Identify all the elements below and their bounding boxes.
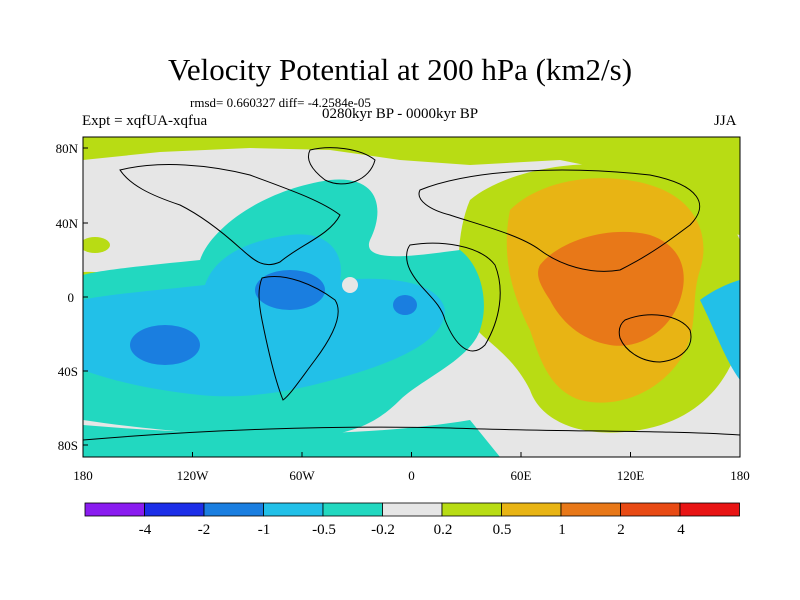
colorbar-box xyxy=(560,502,621,517)
contour-field xyxy=(83,137,740,457)
colorbar-box xyxy=(441,502,502,517)
colorbar-label: -4 xyxy=(139,522,152,538)
colorbar-label: 2 xyxy=(617,522,625,538)
coast-greenland xyxy=(307,147,376,185)
colorbar-box xyxy=(263,502,324,517)
map-title: Velocity Potential at 200 hPa (km2/s) xyxy=(167,52,633,87)
colorbar xyxy=(84,502,740,517)
lon-tick-label: 180 xyxy=(730,468,750,483)
lat-tick-label: 0 xyxy=(68,290,75,305)
lat-tick-label: 80S xyxy=(58,438,78,453)
colorbar-label: -2 xyxy=(198,522,211,538)
coast-africa xyxy=(406,242,501,352)
field-west-positive xyxy=(83,237,110,253)
coastlines xyxy=(83,147,740,441)
lon-tick-label: 0 xyxy=(408,468,415,483)
lon-tick-label: 60E xyxy=(511,468,532,483)
colorbar-label: -0.5 xyxy=(312,522,336,538)
longitude-axis: 180 120W 60W 0 60E 120E 180 xyxy=(73,452,750,483)
colorbar-labels: -4 -2 -1 -0.5 -0.2 0.2 0.5 1 2 4 xyxy=(139,522,686,538)
period-label: 0280kyr BP - 0000kyr BP xyxy=(322,106,479,122)
lat-tick-label: 80N xyxy=(56,141,79,156)
lon-tick-label: 120W xyxy=(177,468,210,483)
colorbar-label: 1 xyxy=(558,522,566,538)
field-atlantic-neutral xyxy=(342,277,358,293)
lat-tick-label: 40N xyxy=(56,216,79,231)
colorbar-box xyxy=(501,502,562,517)
latitude-axis: 80N 40N 0 40S 80S xyxy=(56,141,88,453)
colorbar-label: 0.2 xyxy=(434,522,453,538)
colorbar-label: 4 xyxy=(677,522,685,538)
experiment-label: Expt = xqfUA-xqfua xyxy=(82,113,208,129)
lon-tick-label: 180 xyxy=(73,468,93,483)
coast-eurasia xyxy=(418,169,700,272)
coast-south-america xyxy=(258,276,339,401)
field-north-positive xyxy=(83,137,740,235)
coast-antarctica xyxy=(83,426,740,441)
colorbar-label: 0.5 xyxy=(493,522,512,538)
colorbar-box xyxy=(203,502,264,517)
field-east-edge-negative xyxy=(700,280,740,380)
season-label: JJA xyxy=(714,113,737,129)
colorbar-box xyxy=(382,502,443,517)
coast-australia xyxy=(618,314,692,363)
lon-tick-label: 60W xyxy=(289,468,315,483)
stats-label: rmsd= 0.660327 diff= -4.2584e-05 xyxy=(190,95,371,110)
field-atlantic-strong xyxy=(393,295,417,315)
colorbar-label: -0.2 xyxy=(371,522,395,538)
field-east-strong xyxy=(538,231,684,346)
field-pacific-strong xyxy=(130,325,200,365)
colorbar-box xyxy=(322,502,383,517)
lat-tick-label: 40S xyxy=(58,364,78,379)
colorbar-box xyxy=(679,502,740,517)
coast-north-america xyxy=(119,164,341,266)
lon-tick-label: 120E xyxy=(617,468,645,483)
colorbar-label: -1 xyxy=(258,522,271,538)
colorbar-box xyxy=(144,502,205,517)
colorbar-box xyxy=(84,502,145,517)
field-south-negative xyxy=(83,420,500,457)
colorbar-box xyxy=(620,502,681,517)
field-americas-strong xyxy=(255,270,325,310)
